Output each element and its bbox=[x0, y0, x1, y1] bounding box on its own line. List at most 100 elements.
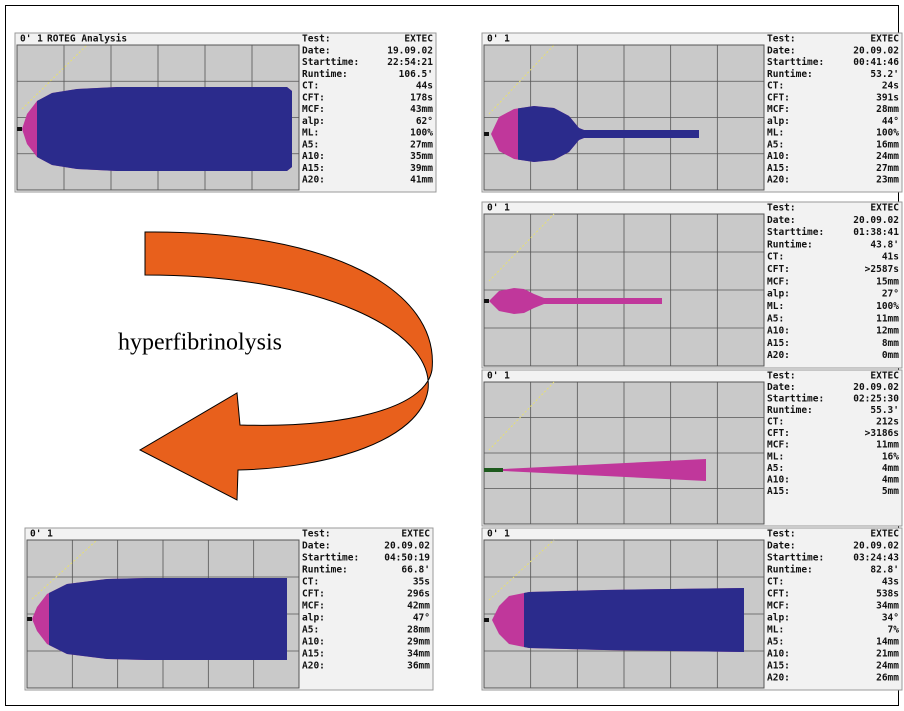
field-value: 55.3' bbox=[870, 405, 899, 416]
field-label: CFT: bbox=[302, 92, 325, 103]
field-value: 39mm bbox=[410, 163, 433, 174]
field-value: 66.8' bbox=[401, 565, 430, 576]
field-label: A15: bbox=[767, 163, 790, 174]
field-value: 212s bbox=[876, 417, 899, 428]
field-label: CT: bbox=[767, 417, 784, 428]
field-value: 35s bbox=[413, 577, 430, 588]
field-label: alp: bbox=[302, 613, 325, 624]
field-value: >3186s bbox=[865, 428, 899, 439]
panel-header: 0' 1 bbox=[30, 529, 53, 540]
field-value: 27mm bbox=[410, 139, 433, 150]
baseline-marker bbox=[17, 127, 22, 131]
field-value: EXTEC bbox=[401, 529, 430, 540]
field-value: 16mm bbox=[876, 139, 899, 150]
field-value: 20.09.02 bbox=[853, 215, 899, 226]
field-label: Date: bbox=[302, 45, 331, 56]
baseline-marker bbox=[484, 618, 489, 622]
field-label: Starttime: bbox=[302, 57, 359, 68]
field-label: MCF: bbox=[767, 440, 790, 451]
field-label: A15: bbox=[302, 649, 325, 660]
field-value: 01:38:41 bbox=[853, 227, 899, 238]
field-value: 28mm bbox=[407, 625, 430, 636]
field-label: CFT: bbox=[767, 92, 790, 103]
field-label: CFT: bbox=[302, 589, 325, 600]
field-label: A15: bbox=[302, 163, 325, 174]
field-value: 24mm bbox=[876, 661, 899, 672]
field-label: Starttime: bbox=[767, 553, 824, 564]
field-label: MCF: bbox=[302, 104, 325, 115]
field-label: Date: bbox=[767, 541, 796, 552]
field-value: 44° bbox=[882, 116, 899, 127]
field-value: 29mm bbox=[407, 637, 430, 648]
field-value: 00:41:46 bbox=[853, 57, 899, 68]
field-label: A10: bbox=[767, 326, 790, 337]
field-value: 100% bbox=[876, 128, 899, 139]
panel: 0' 1ROTEG AnalysisTest:EXTECDate:19.09.0… bbox=[15, 33, 436, 192]
field-value: 43mm bbox=[410, 104, 433, 115]
field-value: 12mm bbox=[876, 326, 899, 337]
field-label: A5: bbox=[767, 463, 784, 474]
field-value: 53.2' bbox=[870, 69, 899, 80]
field-value: 19.09.02 bbox=[387, 45, 433, 56]
panel: 0' 1Test:EXTECDate:20.09.02Starttime:04:… bbox=[25, 528, 433, 690]
annotation: hyperfibrinolysis bbox=[118, 330, 282, 356]
field-value: EXTEC bbox=[870, 203, 899, 214]
field-label: Test: bbox=[767, 529, 796, 540]
field-label: MCF: bbox=[767, 276, 790, 287]
field-value: 16% bbox=[882, 451, 899, 462]
field-label: A20: bbox=[767, 175, 790, 186]
field-value: 391s bbox=[876, 92, 899, 103]
field-value: 43s bbox=[882, 577, 899, 588]
field-label: A15: bbox=[767, 486, 790, 497]
field-value: 82.8' bbox=[870, 565, 899, 576]
field-value: 24s bbox=[882, 81, 899, 92]
field-value: 27mm bbox=[876, 163, 899, 174]
page: hyperfibrinolysis 0' 1 ROTEG Analysis Test… bbox=[0, 0, 904, 711]
field-value: 62° bbox=[416, 116, 433, 127]
field-label: Test: bbox=[767, 203, 796, 214]
field-value: 41s bbox=[882, 252, 899, 263]
field-value: 20.09.02 bbox=[853, 45, 899, 56]
field-value: EXTEC bbox=[404, 34, 433, 45]
field-label: Runtime: bbox=[767, 565, 813, 576]
clot bbox=[32, 578, 287, 660]
field-value: 34mm bbox=[407, 649, 430, 660]
field-value: 20.09.02 bbox=[384, 541, 430, 552]
field-label: Runtime: bbox=[767, 405, 813, 416]
field-label: A20: bbox=[302, 661, 325, 672]
field-value: 15mm bbox=[876, 276, 899, 287]
field-label: CFT: bbox=[767, 264, 790, 275]
clot bbox=[492, 588, 744, 652]
field-label: ML: bbox=[302, 128, 319, 139]
field-label: CT: bbox=[767, 577, 784, 588]
field-value: 7% bbox=[888, 625, 900, 636]
field-label: Date: bbox=[767, 382, 796, 393]
field-label: A5: bbox=[767, 139, 784, 150]
field-label: Starttime: bbox=[767, 394, 824, 405]
field-label: A5: bbox=[302, 625, 319, 636]
field-value: 11mm bbox=[876, 440, 899, 451]
field-label: A10: bbox=[302, 637, 325, 648]
field-value: 47° bbox=[413, 613, 430, 624]
field-value: 20.09.02 bbox=[853, 382, 899, 393]
field-label: ML: bbox=[767, 301, 784, 312]
field-value: 41mm bbox=[410, 175, 433, 186]
field-value: 02:25:30 bbox=[853, 394, 899, 405]
field-value: 538s bbox=[876, 589, 899, 600]
field-label: A5: bbox=[767, 313, 784, 324]
field-value: 44s bbox=[416, 81, 433, 92]
field-label: ML: bbox=[767, 625, 784, 636]
field-value: 43.8' bbox=[870, 239, 899, 250]
field-label: MCF: bbox=[767, 104, 790, 115]
field-value: 26mm bbox=[876, 673, 899, 684]
field-label: Test: bbox=[767, 371, 796, 382]
panel-title: ROTEG Analysis bbox=[47, 34, 127, 45]
field-label: ML: bbox=[767, 451, 784, 462]
field-value: 28mm bbox=[876, 104, 899, 115]
field-value: EXTEC bbox=[870, 371, 899, 382]
baseline-marker bbox=[484, 299, 489, 303]
field-label: alp: bbox=[767, 289, 790, 300]
field-label: A5: bbox=[302, 139, 319, 150]
